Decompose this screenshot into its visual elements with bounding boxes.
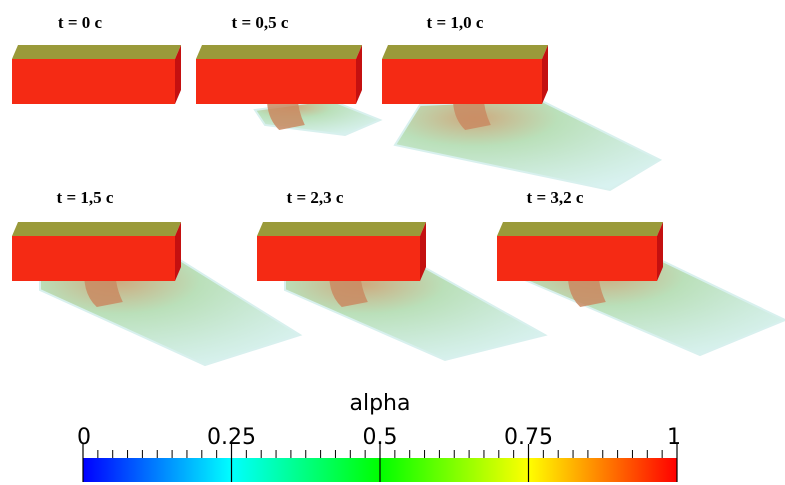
box-front [382,59,542,104]
box-top [497,222,663,236]
box-front [497,236,657,281]
panel: t = 0 c [12,13,181,104]
tick-label: 0.75 [504,425,553,450]
panel-label: t = 3,2 c [527,188,584,207]
tick-label: 0 [77,425,91,450]
panel-label: t = 0,5 c [232,13,289,32]
panel: t = 0,5 c [196,13,383,137]
colorbar-ticks: 0 0.25 0.5 0.75 1 [77,425,681,482]
panel-label: t = 2,3 c [287,188,344,207]
box-top [382,45,548,59]
box-side [420,222,426,281]
box-top [257,222,426,236]
box-side [356,45,362,104]
colorbar-title: alpha [350,391,411,416]
panel-label: t = 0 c [58,13,103,32]
box-front [196,59,356,104]
panel: t = 1,5 c [12,188,303,367]
box-side [657,222,663,281]
tick-label: 0.25 [207,425,256,450]
box-front [12,236,175,281]
box-side [542,45,548,104]
box-side [175,45,181,104]
panel: t = 2,3 c [257,188,548,362]
box-front [257,236,420,281]
water-spread [393,98,663,192]
box-top [12,222,181,236]
panel: t = 3,2 c [497,188,785,357]
panel-label: t = 1,0 c [427,13,484,32]
panel: t = 1,0 c [382,13,663,192]
box-top [12,45,181,59]
tick-label: 0.5 [363,425,398,450]
panels: t = 0 c t = 0,5 c t = 1,0 c t = 1,5 c t = 2,… [12,13,785,367]
panel-label: t = 1,5 c [57,188,114,207]
box-side [175,222,181,281]
tick-label: 1 [667,425,681,450]
box-top [196,45,362,59]
box-front [12,59,175,104]
